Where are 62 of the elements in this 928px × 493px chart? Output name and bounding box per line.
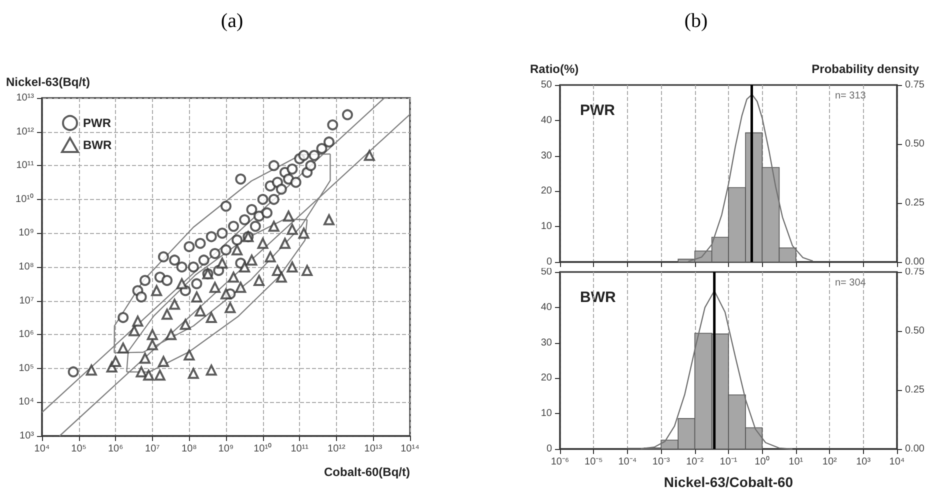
y-tick-label: 10⁸ — [18, 262, 34, 272]
y-tick-label: 10⁷ — [19, 295, 34, 306]
x-axis-title: Cobalt-60(Bq/t) — [324, 465, 410, 479]
chart-title: (a) — [220, 10, 244, 32]
y2-tick-label: 0.50 — [905, 138, 925, 150]
x-tick-label: 10¹⁰ — [254, 442, 272, 454]
y2-axis-title: Probability density — [812, 62, 920, 76]
y-tick-label: 0 — [546, 444, 552, 454]
y-tick-label: 10⁹ — [18, 228, 34, 239]
x-tick-label: 10¹¹ — [290, 444, 310, 454]
y2-tick-label: 0.75 — [905, 80, 925, 90]
x-tick-label: 10⁻⁶ — [550, 456, 570, 468]
y-axis-title: Nickel-63(Bq/t) — [6, 75, 90, 89]
y-tick-label: 10¹² — [16, 126, 35, 138]
legend-label: BWR — [83, 138, 112, 152]
y-tick-label: 10⁵ — [18, 362, 34, 374]
x-tick-label: 10¹³ — [364, 444, 383, 454]
y-tick-label: 30 — [540, 150, 552, 162]
chart-title: (b) — [684, 10, 708, 32]
x-tick-label: 10⁻¹ — [720, 456, 738, 468]
y-tick-label: 10¹⁰ — [16, 192, 34, 205]
annotation: BWR — [580, 289, 616, 306]
x-tick-label: 10¹⁴ — [400, 444, 420, 454]
y2-tick-label: 0.25 — [905, 384, 925, 396]
x-tick-label: 10⁹ — [218, 444, 234, 454]
x-tick-label: 10⁴ — [34, 444, 50, 454]
y-tick-label: 10³ — [20, 430, 35, 442]
y-tick-label: 10¹¹ — [16, 160, 35, 172]
y-tick-label: 10 — [540, 221, 552, 232]
x-tick-label: 10⁻⁵ — [584, 456, 603, 468]
x-tick-label: 10⁻³ — [652, 456, 670, 468]
y2-tick-label: 0.00 — [905, 444, 925, 454]
y-tick-label: 40 — [540, 302, 552, 313]
y-axis-title: Ratio(%) — [530, 62, 579, 76]
x-tick-label: 10⁶ — [108, 444, 124, 454]
y-tick-label: 50 — [540, 80, 552, 90]
x-tick-label: 10⁴ — [889, 456, 905, 468]
y2-tick-label: 0.25 — [905, 198, 925, 208]
y-tick-label: 10 — [540, 408, 552, 420]
x-axis-title: Nickel-63/Cobalt-60 — [664, 474, 794, 490]
y2-tick-label: 0.50 — [905, 326, 925, 336]
x-tick-label: 10⁰ — [754, 456, 770, 468]
y-tick-label: 30 — [540, 337, 552, 348]
x-tick-label: 10⁻⁴ — [618, 456, 637, 468]
y-tick-label: 10⁴ — [18, 396, 34, 408]
y-tick-label: 10¹³ — [16, 92, 35, 104]
y-tick-label: 10⁶ — [18, 329, 34, 340]
x-tick-label: 10¹ — [788, 456, 804, 468]
x-tick-label: 10¹² — [328, 444, 346, 454]
y-tick-label: 0 — [546, 256, 552, 268]
y-tick-label: 40 — [540, 114, 552, 126]
x-tick-label: 10⁸ — [182, 444, 197, 454]
x-tick-label: 10² — [822, 456, 838, 468]
y-tick-label: 20 — [540, 372, 552, 384]
x-tick-label: 10⁵ — [71, 444, 86, 454]
y2-tick-label: 0.00 — [905, 256, 925, 268]
x-tick-label: 10⁷ — [145, 444, 160, 454]
legend-label: PWR — [83, 116, 112, 130]
x-tick-label: 10⁻² — [686, 456, 704, 468]
annotation: PWR — [580, 102, 616, 119]
x-tick-label: 10³ — [856, 456, 872, 468]
y-tick-label: 20 — [540, 186, 552, 197]
